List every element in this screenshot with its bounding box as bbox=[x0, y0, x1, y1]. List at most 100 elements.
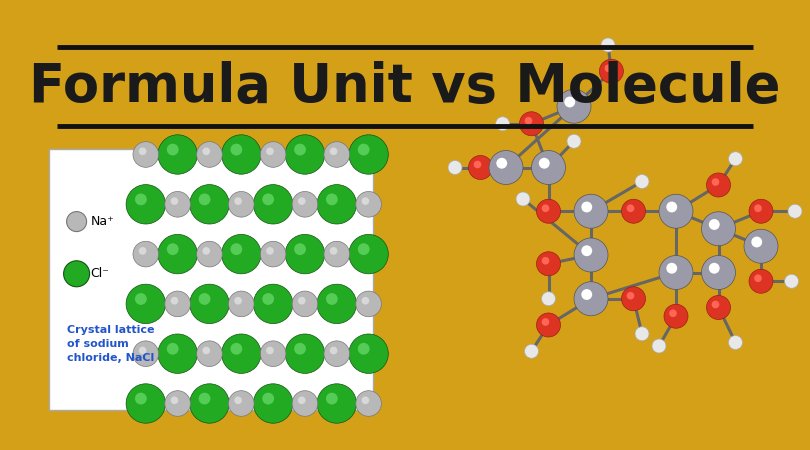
Circle shape bbox=[497, 158, 507, 169]
Circle shape bbox=[712, 178, 719, 186]
Circle shape bbox=[659, 194, 693, 228]
Circle shape bbox=[234, 297, 242, 305]
Circle shape bbox=[135, 293, 147, 305]
Circle shape bbox=[531, 150, 565, 184]
Circle shape bbox=[709, 263, 720, 274]
Circle shape bbox=[542, 292, 556, 306]
Circle shape bbox=[330, 148, 338, 155]
Circle shape bbox=[712, 301, 719, 308]
Circle shape bbox=[601, 38, 615, 52]
Circle shape bbox=[728, 152, 743, 166]
Circle shape bbox=[582, 289, 592, 300]
Circle shape bbox=[468, 156, 492, 180]
Circle shape bbox=[701, 256, 735, 289]
Circle shape bbox=[557, 89, 591, 123]
Circle shape bbox=[749, 199, 773, 223]
Circle shape bbox=[171, 297, 178, 305]
Circle shape bbox=[754, 274, 762, 282]
Circle shape bbox=[228, 291, 254, 317]
Circle shape bbox=[198, 194, 211, 205]
Circle shape bbox=[228, 391, 254, 416]
Circle shape bbox=[574, 238, 608, 272]
Circle shape bbox=[133, 341, 159, 366]
Circle shape bbox=[709, 219, 720, 230]
Circle shape bbox=[266, 346, 274, 354]
Circle shape bbox=[599, 59, 624, 83]
Circle shape bbox=[539, 158, 550, 169]
Circle shape bbox=[133, 241, 159, 267]
Circle shape bbox=[324, 142, 350, 167]
Circle shape bbox=[294, 343, 306, 355]
Circle shape bbox=[266, 247, 274, 255]
Circle shape bbox=[652, 339, 666, 353]
Circle shape bbox=[292, 291, 318, 317]
Circle shape bbox=[139, 346, 147, 354]
Circle shape bbox=[171, 396, 178, 404]
Circle shape bbox=[298, 197, 305, 205]
Circle shape bbox=[349, 334, 388, 373]
Circle shape bbox=[330, 247, 338, 255]
Circle shape bbox=[574, 194, 608, 228]
Circle shape bbox=[749, 269, 773, 293]
Circle shape bbox=[358, 343, 369, 355]
Circle shape bbox=[228, 192, 254, 217]
Circle shape bbox=[164, 192, 190, 217]
Circle shape bbox=[361, 297, 369, 305]
Circle shape bbox=[254, 184, 293, 224]
Circle shape bbox=[190, 384, 229, 423]
Circle shape bbox=[164, 391, 190, 416]
Circle shape bbox=[126, 384, 165, 423]
Circle shape bbox=[262, 293, 274, 305]
Circle shape bbox=[234, 396, 242, 404]
Circle shape bbox=[565, 97, 575, 108]
Circle shape bbox=[788, 204, 802, 218]
Circle shape bbox=[158, 135, 198, 174]
Circle shape bbox=[567, 134, 581, 148]
Circle shape bbox=[197, 142, 222, 167]
Circle shape bbox=[190, 184, 229, 224]
Circle shape bbox=[198, 393, 211, 405]
Circle shape bbox=[167, 343, 179, 355]
Circle shape bbox=[326, 293, 338, 305]
Circle shape bbox=[164, 291, 190, 317]
Circle shape bbox=[222, 334, 261, 373]
Circle shape bbox=[254, 384, 293, 423]
Circle shape bbox=[260, 241, 286, 267]
Circle shape bbox=[198, 293, 211, 305]
Circle shape bbox=[222, 234, 261, 274]
Circle shape bbox=[356, 192, 382, 217]
Circle shape bbox=[667, 263, 677, 274]
Circle shape bbox=[604, 64, 612, 72]
Circle shape bbox=[621, 287, 646, 311]
Circle shape bbox=[285, 234, 325, 274]
Circle shape bbox=[133, 142, 159, 167]
Circle shape bbox=[326, 194, 338, 205]
Circle shape bbox=[324, 341, 350, 366]
Text: Cl⁻: Cl⁻ bbox=[91, 267, 109, 280]
Circle shape bbox=[126, 284, 165, 324]
Circle shape bbox=[627, 204, 634, 212]
Circle shape bbox=[542, 257, 549, 265]
Circle shape bbox=[298, 396, 305, 404]
Circle shape bbox=[190, 284, 229, 324]
Circle shape bbox=[135, 194, 147, 205]
Circle shape bbox=[752, 237, 762, 248]
Circle shape bbox=[358, 243, 369, 255]
Circle shape bbox=[285, 135, 325, 174]
Circle shape bbox=[489, 150, 523, 184]
Text: Crystal lattice
of sodium
chloride, NaCl: Crystal lattice of sodium chloride, NaCl bbox=[66, 325, 154, 363]
Circle shape bbox=[262, 393, 274, 405]
Circle shape bbox=[706, 296, 731, 320]
Circle shape bbox=[361, 197, 369, 205]
Circle shape bbox=[574, 282, 608, 316]
Circle shape bbox=[525, 117, 532, 125]
Circle shape bbox=[349, 135, 388, 174]
Circle shape bbox=[202, 148, 210, 155]
Circle shape bbox=[496, 117, 509, 131]
Circle shape bbox=[230, 144, 242, 156]
Circle shape bbox=[202, 247, 210, 255]
Circle shape bbox=[330, 346, 338, 354]
Circle shape bbox=[536, 313, 561, 337]
Circle shape bbox=[474, 161, 481, 168]
Circle shape bbox=[294, 243, 306, 255]
